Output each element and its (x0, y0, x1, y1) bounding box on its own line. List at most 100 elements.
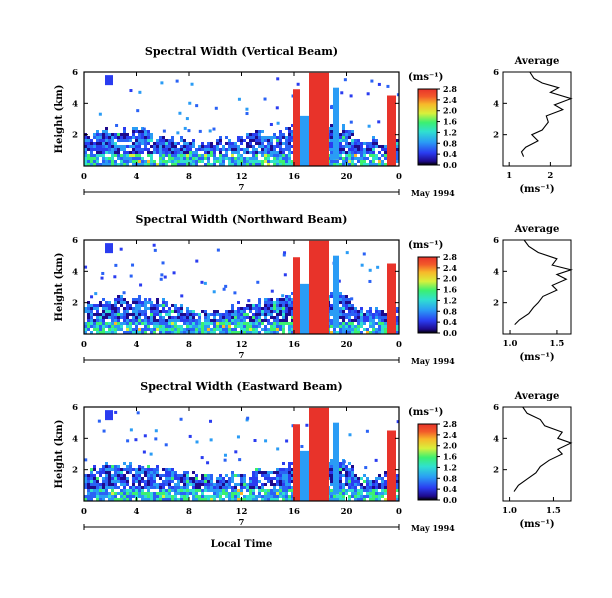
avg-x-tick-label: 1.0 (503, 339, 518, 349)
avg-x-tick-label: 1.0 (502, 506, 517, 516)
colorbar (417, 88, 438, 166)
colorbar-unit: (ms⁻¹) (408, 240, 443, 251)
day-marker: 7 (239, 183, 245, 193)
panel-title: Spectral Width (Northward Beam) (136, 213, 348, 226)
colorbar-tick-label: 0.4 (443, 484, 457, 494)
avg-x-label: (ms⁻¹) (519, 352, 554, 363)
avg-frame (502, 71, 572, 167)
colorbar-tick-label: 1.6 (443, 117, 457, 127)
x-tick-label: 4 (134, 172, 140, 182)
x-tick-label: 0 (396, 172, 402, 182)
avg-x-tick-label: 1 (506, 171, 512, 181)
colorbar-tick-label: 0.8 (443, 473, 457, 483)
y-tick-label: 2 (72, 299, 78, 309)
y-tick-label: 6 (72, 236, 78, 246)
x-tick-label: 0 (396, 507, 402, 517)
avg-profile-line (514, 239, 573, 325)
x-tick-label: 16 (288, 340, 300, 350)
x-tick-label: 12 (236, 340, 248, 350)
avg-y-tick-label: 2 (493, 131, 499, 141)
colorbar-tick-label: 0.0 (443, 160, 457, 170)
y-axis-label: Height (km) (54, 420, 65, 489)
y-tick-label: 2 (72, 131, 78, 141)
colorbar-tick-label: 2.4 (443, 430, 457, 440)
x-tick-label: 12 (236, 172, 248, 182)
heatmap-cells (84, 72, 399, 166)
day-marker: 7 (239, 518, 245, 528)
x-tick-label: 0 (81, 172, 87, 182)
colorbar-tick-label: 1.2 (443, 462, 457, 472)
colorbar-tick-label: 0.8 (443, 138, 457, 148)
x-tick-label: 0 (81, 507, 87, 517)
avg-y-tick-label: 6 (493, 68, 499, 78)
date-label: May 1994 (411, 356, 455, 366)
panels-group: Spectral Width (Vertical Beam)0 4 8 12 16 20 0… (54, 45, 573, 550)
colorbar-tick-label: 2.8 (443, 252, 457, 262)
y-tick-label: 6 (72, 68, 78, 78)
colorbar-tick-label: 1.2 (443, 295, 457, 305)
colorbar (417, 423, 438, 501)
avg-x-label: (ms⁻¹) (519, 519, 554, 530)
avg-x-tick-label: 2 (547, 171, 553, 181)
y-axis-label: Height (km) (54, 85, 65, 154)
date-label: May 1994 (411, 523, 455, 533)
avg-y-tick-label: 4 (493, 267, 499, 277)
y-axis-label: Height (km) (54, 253, 65, 322)
y-tick-label: 2 (72, 466, 78, 476)
avg-x-tick-label: 1.5 (550, 339, 565, 349)
x-tick-label: 8 (186, 172, 192, 182)
avg-profile-line (513, 406, 573, 492)
panel-title: Spectral Width (Vertical Beam) (145, 45, 338, 58)
avg-y-tick-label: 2 (493, 466, 499, 476)
colorbar-tick-label: 1.6 (443, 285, 457, 295)
avg-frame (502, 406, 572, 502)
panel-1: Spectral Width (Northward Beam)0 4 8 12 16 20… (54, 213, 573, 366)
y-tick-label: 4 (72, 434, 78, 444)
x-tick-label: 4 (134, 507, 140, 517)
avg-title: Average (514, 224, 560, 235)
colorbar-unit: (ms⁻¹) (408, 72, 443, 83)
avg-x-label: (ms⁻¹) (519, 184, 554, 195)
x-tick-label: 20 (341, 340, 353, 350)
x-tick-label: 20 (341, 172, 353, 182)
heatmap-cells (84, 240, 399, 334)
heatmap-cells (84, 407, 399, 501)
x-tick-label: 16 (288, 507, 300, 517)
avg-x-tick-label: 1.5 (546, 506, 561, 516)
x-tick-label: 0 (81, 340, 87, 350)
panel-0: Spectral Width (Vertical Beam)0 4 8 12 16 20 0… (54, 45, 573, 198)
colorbar-tick-label: 2.0 (443, 106, 457, 116)
y-tick-label: 6 (72, 403, 78, 413)
avg-profile-line (520, 71, 573, 157)
colorbar-tick-label: 0.4 (443, 317, 457, 327)
colorbar-tick-label: 2.4 (443, 263, 457, 273)
x-tick-label: 20 (341, 507, 353, 517)
panel-title: Spectral Width (Eastward Beam) (140, 380, 342, 393)
day-marker: 7 (239, 351, 245, 361)
y-tick-label: 4 (72, 267, 78, 277)
avg-frame (502, 239, 572, 335)
colorbar-tick-label: 2.4 (443, 95, 457, 105)
colorbar-tick-label: 0.0 (443, 495, 457, 505)
avg-y-tick-label: 4 (493, 99, 499, 109)
avg-y-tick-label: 2 (493, 299, 499, 309)
colorbar-tick-label: 0.0 (443, 328, 457, 338)
colorbar-tick-label: 0.8 (443, 306, 457, 316)
x-tick-label: 4 (134, 340, 140, 350)
y-tick-label: 4 (72, 99, 78, 109)
x-tick-label: 0 (396, 340, 402, 350)
x-tick-label: 12 (236, 507, 248, 517)
x-tick-label: 8 (186, 340, 192, 350)
avg-title: Average (514, 391, 560, 402)
colorbar-tick-label: 2.8 (443, 419, 457, 429)
x-axis-label: Local Time (211, 539, 273, 550)
avg-y-tick-label: 6 (493, 403, 499, 413)
x-tick-label: 16 (288, 172, 300, 182)
avg-y-tick-label: 4 (493, 434, 499, 444)
colorbar-unit: (ms⁻¹) (408, 407, 443, 418)
date-label: May 1994 (411, 188, 455, 198)
colorbar-tick-label: 2.0 (443, 274, 457, 284)
avg-y-tick-label: 6 (493, 236, 499, 246)
colorbar-tick-label: 1.2 (443, 127, 457, 137)
